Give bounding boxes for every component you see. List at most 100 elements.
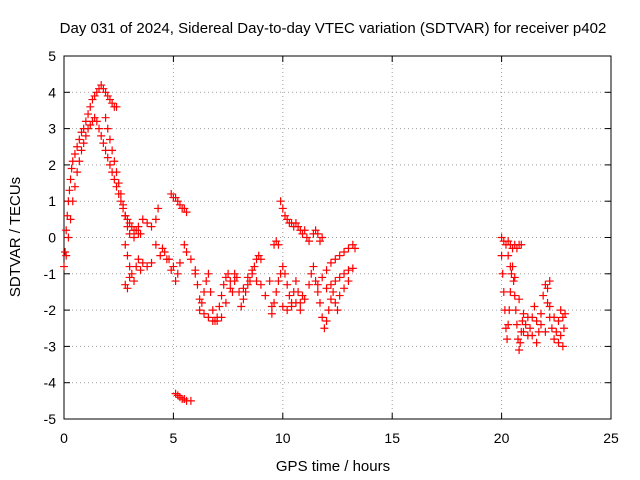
data-point [116, 189, 125, 198]
data-point [516, 338, 525, 347]
data-point [230, 277, 239, 286]
data-point [510, 273, 519, 282]
data-point [173, 269, 182, 278]
data-point [64, 233, 73, 242]
data-point [554, 316, 563, 325]
data-point [274, 277, 283, 286]
data-point [136, 229, 145, 238]
data-point [171, 277, 180, 286]
data-point [518, 316, 527, 325]
data-point [105, 135, 114, 144]
y-tick-label: -4 [44, 375, 57, 391]
data-point [283, 280, 292, 289]
data-point [550, 313, 559, 322]
chart-title: Day 031 of 2024, Sidereal Day-to-day VTE… [60, 20, 607, 37]
data-point [283, 306, 292, 315]
y-tick-label: 4 [48, 84, 56, 100]
data-point [536, 320, 545, 329]
data-point [340, 248, 349, 257]
data-point [138, 258, 147, 267]
data-point [95, 124, 104, 133]
data-point [97, 131, 106, 140]
data-point [62, 226, 71, 235]
data-point [511, 306, 520, 315]
data-point [344, 277, 353, 286]
data-point [320, 324, 329, 333]
data-point [300, 295, 309, 304]
data-point [519, 327, 528, 336]
data-point [180, 240, 189, 249]
data-point [101, 113, 110, 122]
data-point [79, 139, 88, 148]
data-point [351, 244, 360, 253]
data-point [326, 295, 335, 304]
data-point [147, 222, 156, 231]
data-point [70, 150, 79, 159]
data-point [143, 262, 152, 271]
data-point [558, 342, 567, 351]
x-axis-label: GPS time / hours [276, 458, 390, 475]
data-point [256, 280, 265, 289]
data-point [318, 313, 327, 322]
data-point [322, 266, 331, 275]
data-point [278, 204, 287, 213]
data-point [523, 313, 532, 322]
data-point [92, 117, 101, 126]
data-point [70, 182, 79, 191]
data-point [105, 160, 114, 169]
data-point [274, 240, 283, 249]
data-point [110, 157, 119, 166]
data-point [143, 218, 152, 227]
data-point [313, 280, 322, 289]
data-point [63, 211, 72, 220]
data-point [545, 277, 554, 286]
data-point [509, 277, 518, 286]
data-point [300, 226, 309, 235]
data-point [239, 295, 248, 304]
data-point [121, 211, 130, 220]
data-point [119, 200, 128, 209]
data-point [318, 273, 327, 282]
data-point [512, 320, 521, 329]
data-point [75, 157, 84, 166]
data-point [65, 186, 74, 195]
x-tick-label: 15 [384, 430, 400, 446]
data-point [550, 335, 559, 344]
data-point [186, 396, 195, 405]
data-point [213, 316, 222, 325]
data-point [515, 295, 524, 304]
data-point [322, 316, 331, 325]
x-tick-label: 10 [275, 430, 291, 446]
data-point [60, 262, 68, 271]
data-point [331, 298, 340, 307]
data-point [219, 280, 228, 289]
data-point [313, 287, 322, 296]
y-tick-label: 5 [48, 48, 56, 64]
data-point [344, 266, 353, 275]
data-point [278, 302, 287, 311]
data-point [340, 269, 349, 278]
data-point [307, 269, 316, 278]
data-point [261, 291, 270, 300]
data-point [66, 175, 75, 184]
data-point [123, 251, 132, 260]
data-point [543, 284, 552, 293]
data-point [552, 327, 561, 336]
data-point [110, 175, 119, 184]
data-point [280, 269, 289, 278]
data-point [151, 240, 160, 249]
data-point [532, 338, 541, 347]
data-point [335, 291, 344, 300]
data-point [186, 255, 195, 264]
data-point [114, 179, 123, 188]
data-point [503, 335, 512, 344]
data-point [348, 264, 357, 273]
data-point [130, 277, 139, 286]
data-point [331, 277, 340, 286]
data-point [197, 298, 206, 307]
data-point [193, 280, 202, 289]
data-point [265, 277, 274, 286]
data-point [272, 287, 281, 296]
